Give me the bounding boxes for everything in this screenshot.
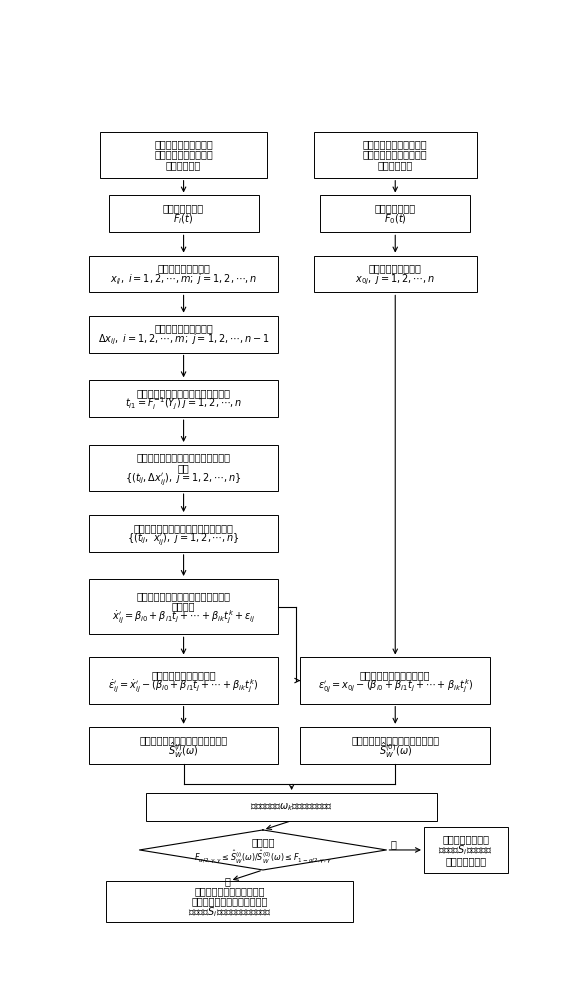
Text: $\hat{S}_W^{(0)}(\omega)$: $\hat{S}_W^{(0)}(\omega)$ [378,741,412,760]
FancyBboxPatch shape [89,380,278,417]
Text: 否: 否 [391,839,397,849]
Text: $F_i(t)$: $F_i(t)$ [174,213,194,226]
Text: $\Delta x_{ij},\ i=1,2,\cdots,m;\ j=1,2,\cdots,n-1$: $\Delta x_{ij},\ i=1,2,\cdots,m;\ j=1,2,… [98,332,269,347]
FancyBboxPatch shape [89,657,278,704]
Text: 采集不同加速应力水平: 采集不同加速应力水平 [154,139,213,149]
Text: $F_{\alpha/2,\gamma,\gamma}\leq\hat{S}_W^{(i)}(\omega)/\hat{S}_W^{(0)}(\omega)\l: $F_{\alpha/2,\gamma,\gamma}\leq\hat{S}_W… [194,848,332,865]
Text: $\dot{\varepsilon}_{ij}'=\dot{x}_{ij}'-(\beta_{i0}+\beta_{i1}t_j+\cdots+\beta_{i: $\dot{\varepsilon}_{ij}'=\dot{x}_{ij}'-(… [108,677,259,695]
Text: $t_{i1}=F_i^{-1}(Y_j)\ j=1,2,\cdots,n$: $t_{i1}=F_i^{-1}(Y_j)\ j=1,2,\cdots,n$ [125,396,242,412]
Text: 等效折合为自然贮存条件的退化增量: 等效折合为自然贮存条件的退化增量 [137,452,230,462]
Text: 序列: 序列 [178,463,189,473]
Text: 退化量回归方程: 退化量回归方程 [374,204,416,214]
Text: 加速应力$S_i$下的试验数: 加速应力$S_i$下的试验数 [439,843,493,857]
Text: 下的性能数据，并进行: 下的性能数据，并进行 [154,150,213,160]
FancyBboxPatch shape [109,195,258,232]
Text: 对每个频率点$\omega_k$，进行一致性检验: 对每个频率点$\omega_k$，进行一致性检验 [250,801,333,813]
FancyBboxPatch shape [89,256,278,292]
Text: $\dot{x}_{ij}'=\beta_{i0}+\beta_{i1}t_j+\cdots+\beta_{ik}t_j^k+\varepsilon_{ij}$: $\dot{x}_{ij}'=\beta_{i0}+\beta_{i1}t_j+… [112,609,255,626]
Text: 等效折合为自然贮存条件的退化量序列: 等效折合为自然贮存条件的退化量序列 [134,523,233,533]
FancyBboxPatch shape [89,445,278,491]
Text: 等时间间隔的退化量: 等时间间隔的退化量 [369,264,422,274]
Text: $x_{0j},\ j=1,2,\cdots,n$: $x_{0j},\ j=1,2,\cdots,n$ [355,272,435,287]
Text: 自然贮存条件下的残差序列: 自然贮存条件下的残差序列 [360,670,431,680]
Text: $x_{ij},\ i=1,2,\cdots,m;\ j=1,2,\cdots,n$: $x_{ij},\ i=1,2,\cdots,m;\ j=1,2,\cdots,… [110,272,257,287]
FancyBboxPatch shape [100,132,267,178]
Text: 进行回归分析，建立等效折合退化量: 进行回归分析，建立等效折合退化量 [137,591,230,601]
Text: 自然贮存环境与某: 自然贮存环境与某 [442,834,489,844]
FancyBboxPatch shape [320,195,470,232]
Text: 两个残差序列的功率谱密度: 两个残差序列的功率谱密度 [195,886,265,896]
Text: 等效折合数据的残差序列: 等效折合数据的残差序列 [151,670,216,680]
Text: 等时间间隔的退化量: 等时间间隔的退化量 [157,264,210,274]
FancyBboxPatch shape [89,316,278,353]
Text: 回归方程: 回归方程 [172,602,195,612]
Text: $\hat{S}_W^{(i)}(\omega)$: $\hat{S}_W^{(i)}(\omega)$ [168,741,199,760]
Text: 加速应力$S_i$下的试验数据具有一致性: 加速应力$S_i$下的试验数据具有一致性 [188,905,272,919]
FancyBboxPatch shape [106,881,353,922]
FancyBboxPatch shape [146,793,437,821]
FancyBboxPatch shape [89,515,278,552]
Text: $\varepsilon_{0j}'=x_{0j}-(\beta_{i0}+\beta_{i1}t_j+\cdots+\beta_{ik}t_j^k)$: $\varepsilon_{0j}'=x_{0j}-(\beta_{i0}+\b… [318,677,473,695]
Text: 表征应力与退化增量关系的加速方程: 表征应力与退化增量关系的加速方程 [137,388,230,398]
FancyBboxPatch shape [300,727,490,764]
Text: $\{(t_{ij},\ x_{ij}'),\ j=1,2,\cdots,n\}$: $\{(t_{ij},\ x_{ij}'),\ j=1,2,\cdots,n\}… [127,531,240,547]
Text: 采集自然贮存环境应力水: 采集自然贮存环境应力水 [363,139,427,149]
Text: 数据的预处理: 数据的预处理 [378,160,413,170]
Text: 等时间间隔的退化增量: 等时间间隔的退化增量 [154,324,213,334]
Text: 判定准则: 判定准则 [251,837,275,847]
FancyBboxPatch shape [89,727,278,764]
FancyBboxPatch shape [314,256,477,292]
Text: 退化量回归方程: 退化量回归方程 [163,204,204,214]
Text: 是: 是 [225,876,230,886]
FancyBboxPatch shape [424,827,508,873]
Text: 是一致的，即自然贮存环境与: 是一致的，即自然贮存环境与 [192,897,268,907]
Text: $\{(t_{ij},\Delta x_{ij}'),\ j=1,2,\cdots,n\}$: $\{(t_{ij},\Delta x_{ij}'),\ j=1,2,\cdot… [125,471,242,487]
Text: 数据的预处理: 数据的预处理 [166,160,201,170]
Text: 计算等效折合残差序列的窗谱函数: 计算等效折合残差序列的窗谱函数 [139,735,228,745]
Text: $F_0(t)$: $F_0(t)$ [384,213,407,226]
FancyBboxPatch shape [89,579,278,634]
Text: 平下的性能数据，并进行: 平下的性能数据，并进行 [363,150,427,160]
FancyBboxPatch shape [314,132,477,178]
Text: 据不具有一致性: 据不具有一致性 [445,856,486,866]
FancyBboxPatch shape [300,657,490,704]
Text: 计算自然贮存残差序列的窗谱函数: 计算自然贮存残差序列的窗谱函数 [351,735,439,745]
